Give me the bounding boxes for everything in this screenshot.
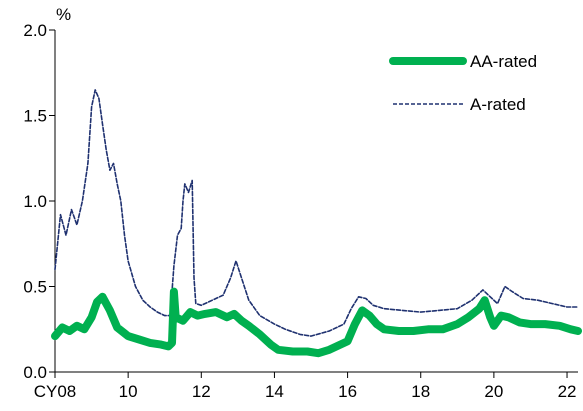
series-lines: [51, 89, 582, 358]
x-tick-label: 22: [558, 382, 577, 401]
x-tick-label: 16: [338, 382, 357, 401]
y-unit-label: %: [56, 5, 71, 24]
legend: AA-rated A-rated: [389, 52, 537, 114]
x-tick-label: CY08: [34, 382, 77, 401]
y-tick-label: 0.5: [23, 278, 47, 297]
x-tick-label: 14: [265, 382, 284, 401]
y-tick-label: 0.0: [23, 363, 47, 382]
y-tick-label: 1.5: [23, 107, 47, 126]
series-line-aa-rated: [51, 287, 582, 358]
x-axis: CY08 10 12 14 16 18 20 22: [34, 371, 578, 401]
x-tick-label: 10: [119, 382, 138, 401]
x-tick-label: 12: [192, 382, 211, 401]
y-tick-label: 1.0: [23, 192, 47, 211]
legend-label: AA-rated: [470, 52, 537, 71]
y-tick-label: 2.0: [23, 21, 47, 40]
y-axis: 0.0 0.5 1.0 1.5 2.0: [23, 21, 56, 382]
x-tick-label: 20: [484, 382, 503, 401]
x-tick-label: 18: [411, 382, 430, 401]
legend-label: A-rated: [470, 95, 526, 114]
series-line-a-rated: [54, 89, 579, 337]
